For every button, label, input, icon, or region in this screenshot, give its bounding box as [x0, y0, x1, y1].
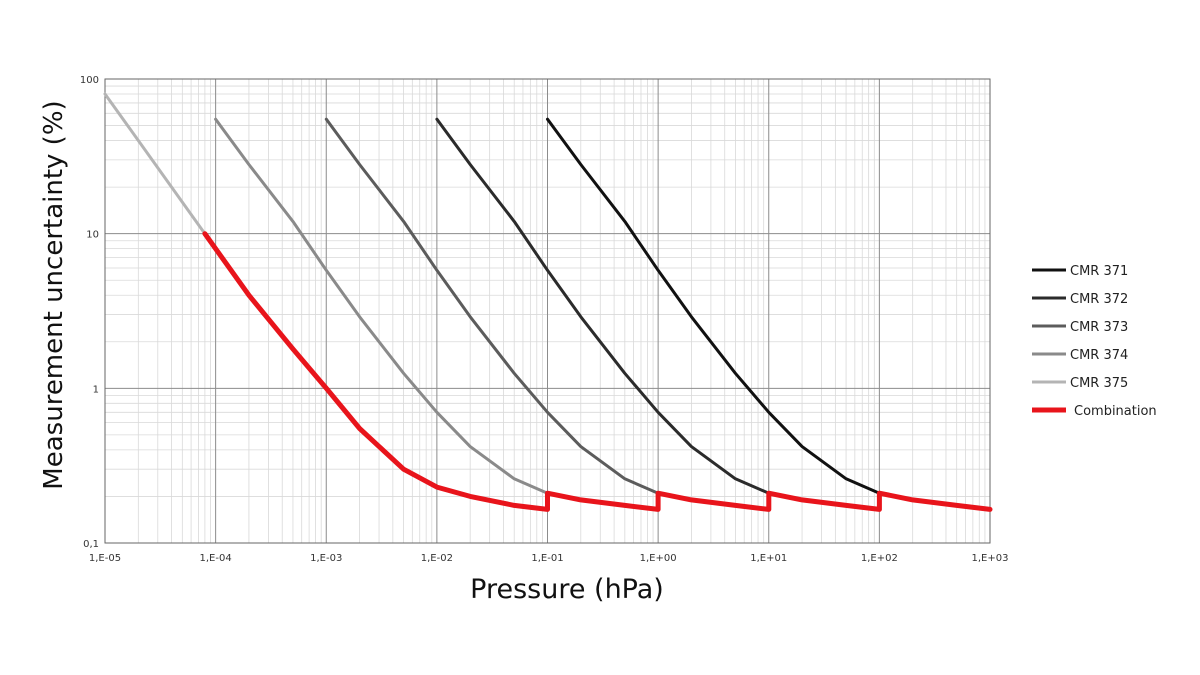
x-tick-label: 1,E-05	[89, 553, 121, 564]
plot-frame	[104, 78, 991, 544]
x-tick-label: 1,E-03	[310, 553, 342, 564]
y-axis-title: Measurement uncertainty (%)	[39, 100, 69, 489]
legend-label: Combination	[1074, 404, 1157, 419]
legend-label: CMR 372	[1070, 292, 1128, 307]
y-tick-label: 10	[86, 230, 99, 241]
legend-label: CMR 374	[1070, 348, 1128, 363]
series-line-cmr-375	[103, 92, 207, 236]
x-axis-title: Pressure (hPa)	[470, 574, 664, 605]
x-tick-label: 1,E-04	[200, 553, 232, 564]
x-tick-label: 1,E-02	[421, 553, 453, 564]
legend-label: CMR 375	[1070, 376, 1128, 391]
y-tick-label: 1	[93, 384, 99, 395]
legend-label: CMR 373	[1070, 320, 1128, 335]
x-tick-label: 1,E+02	[861, 553, 898, 564]
x-tick-labels: 1,E-05 1,E-04 1,E-03 1,E-02 1,E-01 1,E+00 1,E+…	[89, 553, 1009, 564]
y-tick-label: 100	[80, 75, 99, 86]
series-line-cmr-374	[214, 117, 549, 495]
series-lines	[103, 92, 993, 512]
series-line-cmr-372	[435, 117, 771, 495]
legend-label: CMR 371	[1070, 264, 1128, 279]
series-line-cmr-371	[546, 117, 881, 495]
x-tick-label: 1,E+00	[640, 553, 677, 564]
series-line-cmr-373	[324, 117, 660, 495]
x-tick-label: 1,E+03	[972, 553, 1009, 564]
y-tick-label: 0,1	[83, 539, 99, 550]
y-tick-labels: 0,1 1 10 100	[80, 75, 99, 550]
x-tick-label: 1,E+01	[750, 553, 787, 564]
x-tick-label: 1,E-01	[531, 553, 563, 564]
series-line-combination	[202, 231, 993, 512]
legend: CMR 371 CMR 372 CMR 373 CMR 374 CMR 375 Combi…	[1032, 264, 1157, 419]
